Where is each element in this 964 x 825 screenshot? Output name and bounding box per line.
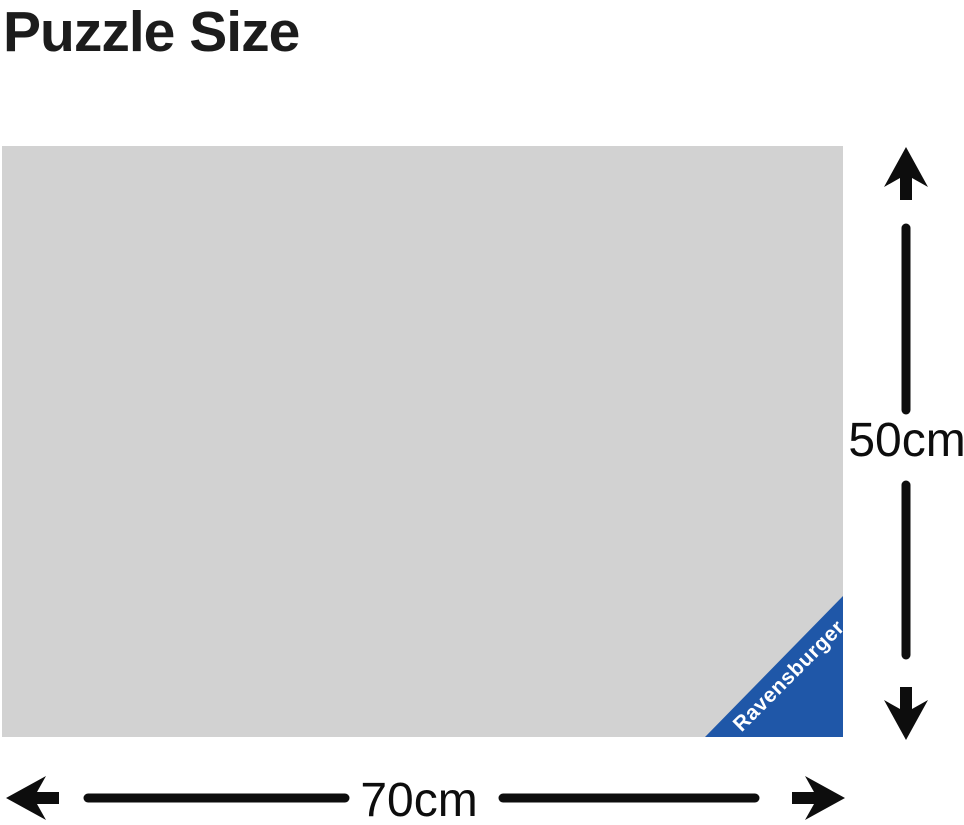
arrow-up-icon <box>884 147 928 200</box>
width-dimension-arrow <box>6 776 845 820</box>
width-label: 70cm <box>360 774 478 825</box>
arrow-right-icon <box>792 776 845 820</box>
puzzle-rectangle: Ravensburger <box>2 146 843 737</box>
arrow-left-icon <box>6 776 59 820</box>
height-label: 50cm <box>848 414 964 467</box>
ravensburger-corner-badge: Ravensburger <box>705 596 843 737</box>
arrow-down-icon <box>884 687 928 740</box>
page-title: Puzzle Size <box>3 0 300 64</box>
height-dimension-arrow <box>884 147 928 740</box>
corner-triangle <box>705 596 843 737</box>
